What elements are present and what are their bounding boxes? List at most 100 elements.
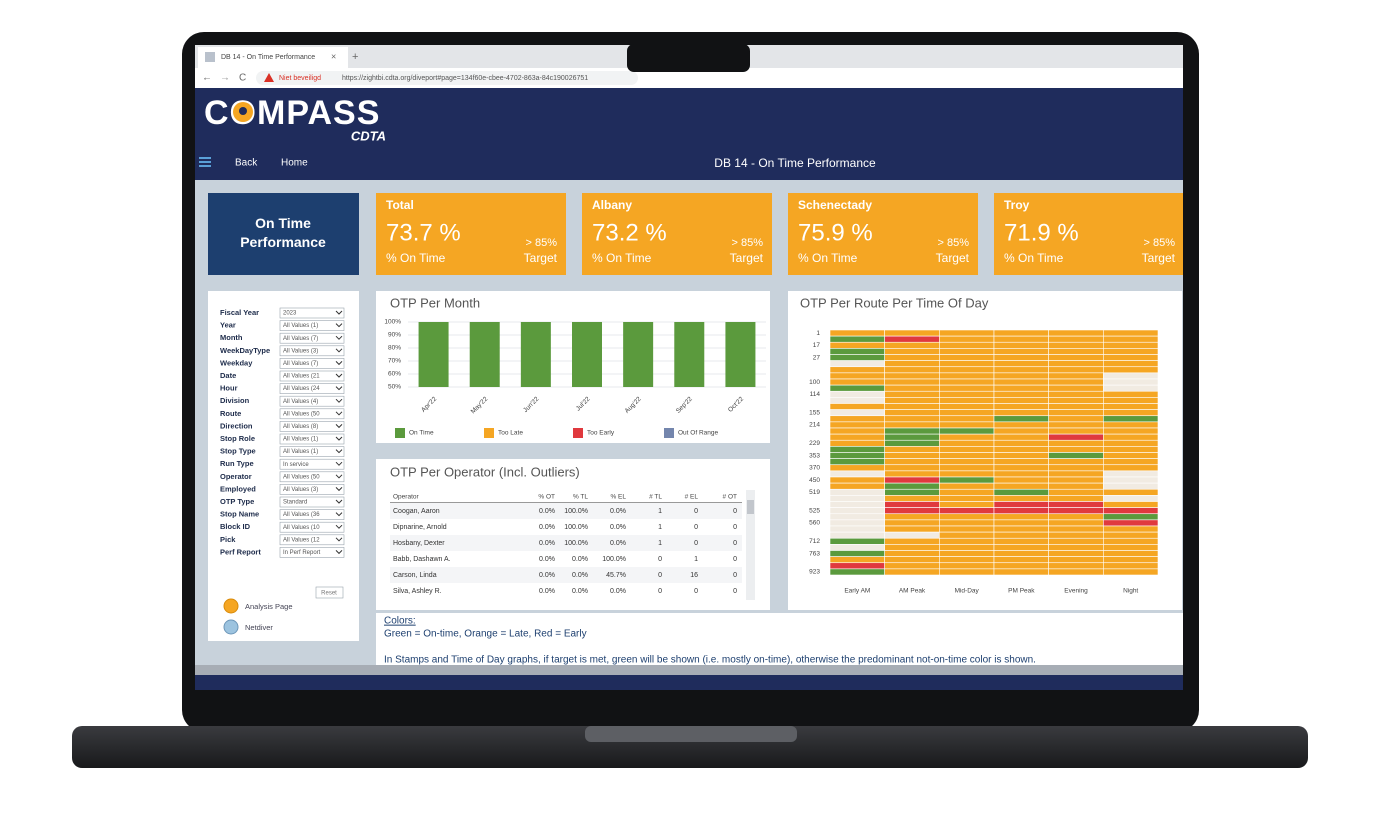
heatmap-cell [1103, 421, 1159, 429]
heatmap-cell [884, 329, 940, 337]
link-label: Analysis Page [245, 602, 293, 611]
heatmap-cell [993, 329, 1049, 337]
nav-forward[interactable]: → [220, 73, 230, 84]
heatmap-cell [884, 488, 940, 496]
filter-label: Month [220, 333, 243, 342]
table-row-bg [390, 567, 742, 583]
heatmap-cell [1103, 341, 1159, 349]
link-icon[interactable] [223, 598, 239, 614]
filter-select[interactable] [279, 446, 345, 457]
nav-link[interactable]: Back [235, 158, 258, 169]
tab-title: DB 14 - On Time Performance [221, 54, 315, 61]
filter-select[interactable] [279, 433, 345, 445]
hamburger[interactable] [199, 157, 211, 167]
filter-select[interactable] [279, 370, 345, 382]
heatmap-cell [1048, 384, 1104, 392]
legend-label: On Time [409, 430, 434, 437]
heatmap-cell [829, 415, 885, 423]
filter-select[interactable] [279, 307, 345, 319]
heatmap-cell [829, 519, 885, 527]
heatmap-cell [1048, 537, 1104, 545]
heatmap-cell [829, 482, 885, 490]
dropdown-arrow [335, 373, 343, 378]
heatmap-cell [1048, 452, 1104, 459]
filter-select[interactable] [279, 509, 345, 520]
filter-select[interactable] [279, 471, 345, 483]
new-tab[interactable]: + [352, 51, 358, 63]
kpi-target-label: Target [1142, 251, 1176, 265]
heatmap-cell [1103, 415, 1159, 423]
filter-select[interactable] [279, 534, 345, 546]
heatmap-cell [1103, 544, 1159, 551]
heatmap-row-label: 27 [813, 354, 821, 361]
filter-select[interactable] [279, 496, 345, 508]
url-field[interactable] [256, 71, 638, 85]
reload[interactable]: C [239, 73, 246, 84]
filter-select[interactable] [279, 484, 345, 495]
nav-link[interactable]: Home [281, 158, 308, 169]
filter-select[interactable] [279, 521, 345, 533]
heatmap-cell [1103, 488, 1159, 496]
heatmap-cell [993, 439, 1049, 447]
heatmap-row-label: 370 [809, 465, 820, 472]
heatmap-cell [939, 501, 995, 508]
kpi-target-label: Target [730, 251, 764, 265]
table-cell: 0.0% [610, 540, 626, 547]
tab-close[interactable]: × [331, 51, 336, 61]
heatmap-row-label: 214 [809, 422, 820, 429]
y-tick-label: 90% [388, 332, 401, 339]
filter-select[interactable] [279, 458, 345, 470]
reset-button[interactable] [315, 586, 344, 599]
heatmap-cell [1103, 354, 1159, 361]
heatmap-cell [829, 354, 885, 361]
filter-select[interactable] [279, 320, 345, 331]
nav-back[interactable]: ← [202, 73, 212, 84]
bar-segment [520, 322, 551, 387]
filter-label: Run Type [220, 459, 254, 468]
heatmap-cell [1048, 403, 1104, 410]
heatmap-cell [993, 390, 1049, 398]
table-row-bg [390, 535, 742, 551]
heatmap-cell [1048, 556, 1104, 564]
table-cell: Hosbany, Dexter [393, 540, 445, 547]
heatmap-cell [829, 372, 885, 380]
laptop-notch [585, 726, 797, 742]
heatmap-cell [1048, 415, 1104, 423]
dropdown-arrow [335, 436, 343, 441]
heatmap-cell [829, 409, 885, 417]
heatmap-cell [1048, 488, 1104, 496]
tab[interactable] [198, 47, 348, 68]
heatmap-cell [993, 482, 1049, 490]
heatmap-col-label: Night [1123, 588, 1138, 595]
heatmap-cell [939, 372, 995, 380]
filter-select[interactable] [279, 547, 345, 558]
heatmap-cell [884, 378, 940, 386]
heatmap-col-label: AM Peak [899, 588, 926, 595]
filter-select[interactable] [279, 408, 345, 420]
heatmap-cell [829, 544, 885, 551]
heatmap-cell [829, 513, 885, 521]
filter-select[interactable] [279, 358, 345, 369]
filter-select[interactable] [279, 383, 345, 394]
filter-value: All Values (8) [283, 424, 318, 430]
filter-select[interactable] [279, 421, 345, 432]
heatmap-cell [1103, 513, 1159, 521]
filter-select[interactable] [279, 395, 345, 407]
heatmap-cell [829, 348, 885, 355]
link-icon[interactable] [223, 619, 239, 635]
table-scrollbar[interactable] [746, 490, 755, 600]
heatmap-row-label: 100 [809, 379, 820, 386]
table-cell: 0 [658, 572, 662, 579]
heatmap-cell [1048, 366, 1104, 374]
table-title: OTP Per Operator (Incl. Outliers) [390, 464, 580, 479]
heatmap-cell [1048, 378, 1104, 386]
heatmap-cell [1103, 335, 1159, 343]
filter-select[interactable] [279, 332, 345, 344]
table-cell: 1 [694, 556, 698, 563]
bar-segment [469, 322, 500, 387]
kpi-value: 73.2 % [592, 219, 667, 246]
heatmap-cell [939, 397, 995, 404]
table-header: Operator [393, 494, 419, 501]
bar-segment [674, 322, 705, 387]
filter-select[interactable] [279, 345, 345, 357]
